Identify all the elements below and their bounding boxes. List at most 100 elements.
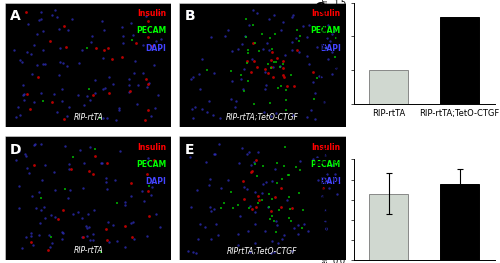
Point: [234, 232, 241, 236]
Point: [39, 29, 47, 33]
Point: [65, 162, 73, 166]
Point: [252, 158, 260, 163]
Point: [207, 209, 215, 214]
Point: [115, 108, 123, 112]
Point: [34, 74, 42, 79]
Point: [125, 83, 133, 87]
Point: [293, 48, 301, 52]
Point: [294, 223, 302, 227]
Point: [22, 235, 30, 239]
Point: [28, 243, 36, 247]
Point: [84, 212, 92, 216]
Point: [64, 167, 72, 171]
Point: [254, 194, 262, 198]
Point: [140, 118, 148, 122]
Point: [126, 220, 134, 225]
Point: [112, 118, 120, 122]
Point: [200, 225, 208, 229]
Text: PECAM: PECAM: [310, 26, 340, 35]
Point: [86, 238, 94, 242]
Point: [63, 114, 71, 118]
Point: [74, 210, 82, 214]
Point: [106, 91, 114, 95]
Point: [284, 173, 292, 177]
Point: [186, 12, 194, 16]
Point: [267, 65, 275, 69]
Point: [250, 102, 258, 106]
Point: [110, 223, 118, 227]
Point: [217, 206, 225, 210]
Point: [128, 181, 136, 185]
Point: [144, 155, 152, 160]
Point: [46, 233, 54, 237]
Point: [126, 90, 134, 94]
Point: [234, 242, 242, 247]
Point: [244, 152, 252, 156]
Point: [75, 61, 83, 65]
Point: [303, 115, 311, 119]
Point: [288, 40, 296, 44]
Point: [240, 185, 248, 189]
Point: [150, 158, 158, 162]
Point: [245, 206, 253, 210]
Point: [234, 203, 242, 207]
Point: [288, 47, 296, 52]
Point: [214, 233, 222, 237]
Point: [98, 19, 106, 23]
Point: [145, 214, 153, 218]
Point: [204, 183, 212, 187]
Point: [282, 98, 290, 102]
Point: [261, 70, 269, 74]
Point: [146, 80, 154, 85]
Text: RIPrtTA;TetO-CTGF: RIPrtTA;TetO-CTGF: [227, 246, 298, 255]
Point: [38, 98, 46, 103]
Point: [61, 144, 69, 148]
Point: [30, 100, 38, 104]
Point: [278, 176, 286, 181]
Point: [38, 178, 46, 182]
Point: [264, 71, 272, 75]
Point: [150, 63, 158, 67]
Point: [28, 231, 36, 235]
Point: [266, 217, 274, 221]
Point: [20, 152, 28, 156]
Point: [144, 35, 152, 39]
Point: [18, 60, 26, 64]
Point: [279, 62, 287, 66]
Point: [82, 224, 90, 228]
Point: [322, 225, 330, 230]
Point: [326, 185, 334, 190]
Point: [152, 212, 160, 216]
Point: [96, 115, 104, 120]
Point: [148, 114, 156, 118]
Point: [146, 184, 154, 188]
Point: [127, 21, 135, 25]
Point: [78, 186, 86, 190]
Text: C: C: [314, 1, 324, 15]
Point: [26, 171, 34, 175]
Point: [244, 51, 252, 55]
Point: [254, 198, 262, 202]
Point: [41, 62, 49, 66]
Text: DAPI: DAPI: [320, 177, 340, 186]
Point: [240, 89, 248, 93]
Point: [188, 77, 196, 81]
Point: [60, 117, 68, 122]
Point: [58, 236, 66, 241]
Point: [37, 10, 45, 14]
Point: [134, 102, 141, 106]
Point: [254, 65, 262, 69]
Point: [262, 179, 270, 184]
Point: [317, 75, 325, 79]
Point: [84, 225, 92, 229]
Point: [311, 117, 319, 121]
Point: [210, 206, 218, 211]
Point: [130, 33, 138, 38]
Point: [122, 245, 130, 249]
Text: Insulin: Insulin: [312, 143, 340, 152]
Point: [276, 205, 284, 209]
Point: [270, 195, 278, 199]
Point: [104, 46, 112, 50]
Text: Insulin: Insulin: [138, 9, 166, 18]
Point: [280, 75, 288, 79]
